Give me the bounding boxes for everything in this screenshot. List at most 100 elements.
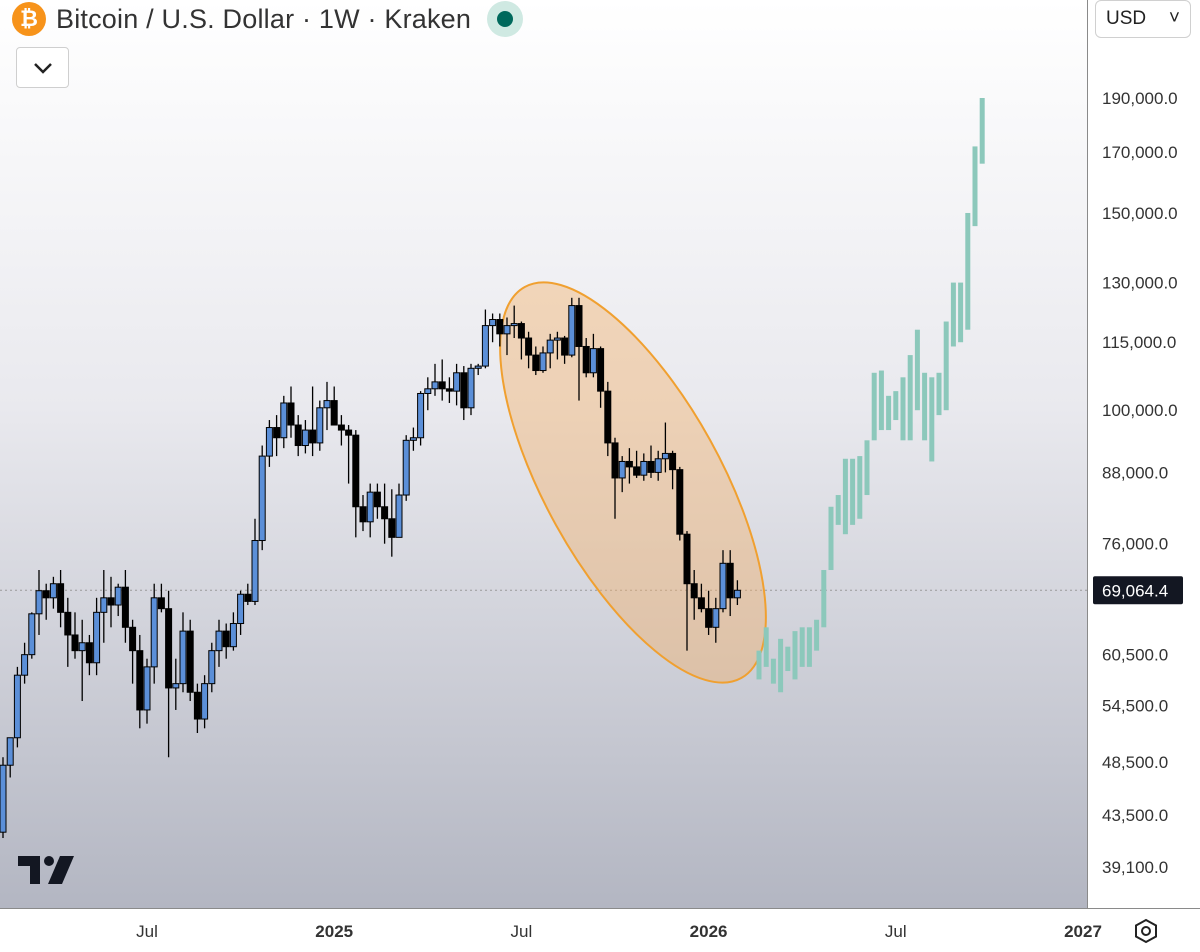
projection-bar xyxy=(806,627,812,667)
market-status-indicator[interactable] xyxy=(487,1,524,37)
candle-body xyxy=(510,323,518,327)
projection-bar xyxy=(900,377,906,441)
status-dot-icon xyxy=(497,11,514,27)
candle-body xyxy=(265,427,273,457)
candle-body xyxy=(136,650,144,711)
projection-bar xyxy=(857,456,863,519)
candle-body xyxy=(481,325,489,367)
candle-body xyxy=(561,337,569,356)
candle-body xyxy=(172,683,180,689)
price-tick-label: 190,000.0 xyxy=(1102,89,1178,108)
projection-bar xyxy=(936,372,942,416)
candle-body xyxy=(733,589,741,599)
candle-body xyxy=(417,392,425,439)
price-axis[interactable] xyxy=(1087,0,1200,908)
projection-bar xyxy=(835,495,841,525)
candle-body xyxy=(186,630,194,693)
candle-body xyxy=(201,683,209,720)
candles-group xyxy=(0,297,741,839)
candle-body xyxy=(193,691,201,720)
candle-body xyxy=(525,337,533,356)
candle-body xyxy=(546,339,554,354)
last-price-badge-bg xyxy=(1093,576,1183,605)
time-tick-label: 2027 xyxy=(1064,922,1102,941)
x-tick-labels: Jul 2025 Jul 2026 Jul 2027 xyxy=(136,922,1102,941)
candle-body xyxy=(337,424,345,431)
tradingview-logo[interactable] xyxy=(16,853,76,892)
candle-body xyxy=(690,583,698,599)
candle-body xyxy=(251,540,259,602)
projection-bar xyxy=(842,458,848,535)
candle-body xyxy=(280,402,288,439)
price-tick-label: 48,500.0 xyxy=(1102,753,1168,772)
candle-body xyxy=(78,642,86,652)
candle-body xyxy=(93,611,101,664)
candle-body xyxy=(697,597,705,610)
candle-body xyxy=(64,611,72,636)
candle-body xyxy=(395,494,403,538)
projection-bar xyxy=(914,329,920,411)
chart-settings-button[interactable] xyxy=(1130,915,1162,947)
projection-bar xyxy=(929,377,935,462)
candle-body xyxy=(705,608,713,628)
candle-body xyxy=(165,608,173,689)
candle-body xyxy=(208,650,216,685)
candle-body xyxy=(381,506,389,520)
currency-selector[interactable]: USD ˅ xyxy=(1095,0,1191,38)
price-tick-label: 60,500.0 xyxy=(1102,646,1168,665)
candle-body xyxy=(669,452,677,471)
candle-body xyxy=(553,337,561,341)
projection-group xyxy=(756,98,985,693)
price-tick-label: 170,000.0 xyxy=(1102,143,1178,162)
candle-body xyxy=(107,597,115,606)
projection-bar xyxy=(778,638,784,693)
candle-body xyxy=(618,460,626,479)
candle-body xyxy=(316,407,324,444)
candle-body xyxy=(287,402,295,426)
candle-body xyxy=(517,323,525,339)
candle-body xyxy=(345,429,353,436)
price-tick-label: 39,100.0 xyxy=(1102,858,1168,877)
projection-bar xyxy=(950,282,956,347)
time-tick-label: Jul xyxy=(511,922,533,941)
projection-bar xyxy=(770,658,776,684)
projection-bar xyxy=(763,627,769,667)
candle-body xyxy=(323,400,331,409)
collapse-legend-button[interactable] xyxy=(16,47,69,88)
candle-body xyxy=(57,583,65,613)
candle-body xyxy=(85,642,93,664)
candle-body xyxy=(294,424,302,447)
projection-bar xyxy=(799,627,805,667)
candle-body xyxy=(575,305,583,347)
candle-body xyxy=(489,319,497,327)
candle-body xyxy=(712,608,720,628)
settings-icon xyxy=(1135,918,1157,944)
candle-body xyxy=(661,452,669,460)
time-axis[interactable] xyxy=(0,908,1200,952)
candle-body xyxy=(121,586,129,628)
candle-body xyxy=(589,348,597,374)
candle-body xyxy=(42,590,50,599)
projection-bar xyxy=(972,146,978,227)
candle-body xyxy=(726,562,734,599)
symbol-title[interactable]: Bitcoin / U.S. Dollar · 1W · Kraken xyxy=(56,3,472,34)
projection-bar xyxy=(850,458,856,525)
candle-body xyxy=(582,345,590,374)
bitcoin-icon: ₿ xyxy=(12,2,46,36)
candle-body xyxy=(0,764,7,833)
candle-body xyxy=(683,533,691,585)
candle-body xyxy=(179,630,187,685)
plot-area[interactable] xyxy=(0,0,1087,908)
candle-body xyxy=(640,460,648,476)
candle-body xyxy=(633,466,641,476)
candle-body xyxy=(431,381,439,390)
price-tick-label: 100,000.0 xyxy=(1102,401,1178,420)
candle-body xyxy=(273,427,281,439)
projection-bar xyxy=(907,355,913,441)
candle-body xyxy=(301,429,309,447)
candle-body xyxy=(222,630,230,648)
candle-body xyxy=(71,634,79,652)
candle-body xyxy=(503,325,511,335)
candle-body xyxy=(258,455,266,542)
